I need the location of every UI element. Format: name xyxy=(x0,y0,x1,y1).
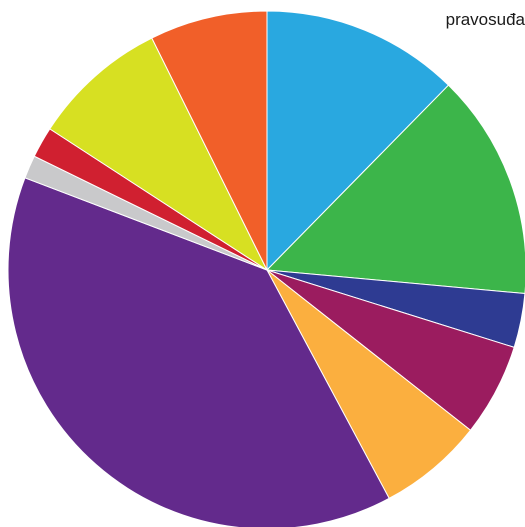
pie-slice-9 xyxy=(49,37,269,272)
pie-slice-1 xyxy=(266,10,450,272)
chart-annotation: pravosuđa xyxy=(445,10,525,29)
pie-slice-2 xyxy=(265,84,525,295)
pie-slice-6 xyxy=(7,177,390,527)
pie-slice-10 xyxy=(151,10,268,271)
